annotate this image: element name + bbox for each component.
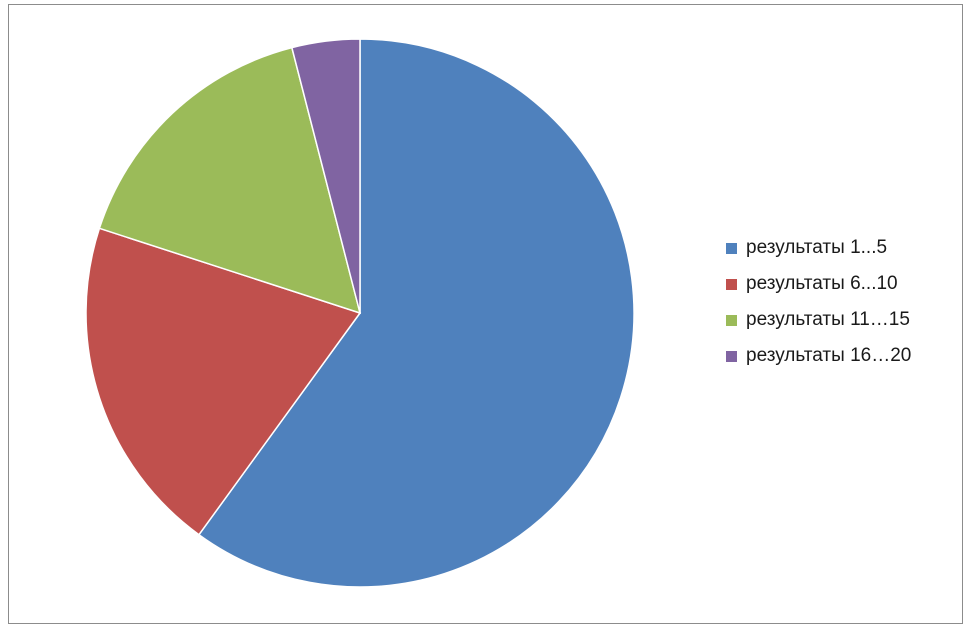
legend-swatch — [726, 278, 737, 290]
legend-label: результаты 11…15 — [746, 309, 910, 330]
pie-slice — [85, 227, 362, 536]
legend-label: результаты 6...10 — [746, 273, 898, 294]
legend-swatch — [726, 242, 737, 254]
legend-item: результаты 11…15 — [726, 302, 966, 338]
legend-item: результаты 6...10 — [726, 266, 966, 302]
pie-slice — [98, 46, 362, 315]
legend-swatch — [726, 314, 737, 326]
legend-label: результаты 16…20 — [746, 345, 912, 366]
legend-item: результаты 16…20 — [726, 338, 966, 374]
pie-slice — [290, 38, 361, 314]
legend-swatch — [726, 350, 737, 362]
legend-label: результаты 1...5 — [746, 237, 888, 258]
legend-item: результаты 1...5 — [726, 230, 966, 266]
pie-slices — [85, 38, 635, 588]
legend: результаты 1...5 результаты 6...10 резул… — [726, 230, 966, 374]
pie-slice — [197, 38, 635, 588]
